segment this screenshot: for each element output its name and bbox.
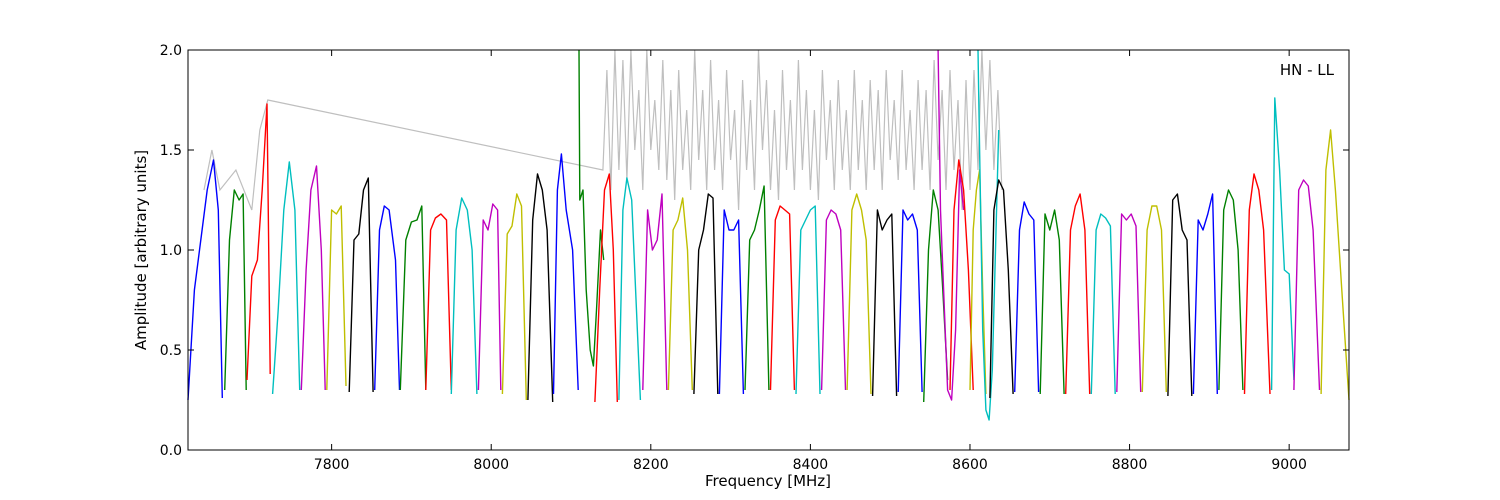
series-line-31 bbox=[937, 49, 965, 401]
series-line-10 bbox=[425, 213, 452, 391]
x-tick-label: 8600 bbox=[952, 457, 988, 473]
y-tick-label: 2.0 bbox=[160, 43, 182, 59]
series-line-48 bbox=[1320, 129, 1350, 401]
series-line-33 bbox=[969, 169, 987, 395]
series-line-23 bbox=[744, 185, 770, 391]
series-line-4 bbox=[271, 161, 301, 395]
background-series-layer bbox=[203, 49, 1003, 211]
series-line-5 bbox=[300, 165, 326, 391]
x-tick-label: 8000 bbox=[473, 457, 509, 473]
y-tick-label: 1.0 bbox=[160, 243, 182, 259]
series-line-7 bbox=[348, 177, 374, 393]
y-tick-label: 1.5 bbox=[160, 143, 182, 159]
series-line-21 bbox=[693, 193, 719, 395]
x-tick-label: 9000 bbox=[1271, 457, 1307, 473]
series-line-27 bbox=[846, 193, 872, 395]
series-line-12 bbox=[477, 203, 502, 391]
series-layer bbox=[187, 49, 1350, 421]
x-tick-label: 7800 bbox=[314, 457, 350, 473]
series-line-32 bbox=[949, 159, 974, 391]
series-line-39 bbox=[1090, 213, 1116, 395]
series-line-34 bbox=[977, 49, 1000, 421]
x-tick-label: 8400 bbox=[793, 457, 829, 473]
y-tick-label: 0.5 bbox=[160, 343, 182, 359]
series-line-14 bbox=[527, 173, 554, 403]
x-axis-ticks: 7800 8000 8200 8400 8600 8800 9000 bbox=[314, 50, 1307, 473]
series-line-17 bbox=[594, 173, 618, 403]
series-line-15 bbox=[552, 153, 579, 395]
series-line-44 bbox=[1218, 189, 1244, 391]
series-line-2 bbox=[224, 189, 247, 391]
series-line-19 bbox=[642, 193, 668, 391]
series-line-3 bbox=[246, 103, 271, 381]
series-line-26 bbox=[820, 209, 847, 391]
series-line-41 bbox=[1141, 205, 1167, 393]
series-line-18 bbox=[618, 177, 642, 401]
series-line-8 bbox=[374, 205, 401, 391]
series-line-42 bbox=[1167, 193, 1193, 397]
series-line-43 bbox=[1192, 193, 1218, 395]
corner-annotation: HN - LL bbox=[1280, 61, 1335, 79]
series-line-16 bbox=[578, 49, 605, 367]
series-line-13 bbox=[501, 193, 527, 401]
series-line-22 bbox=[718, 209, 745, 395]
x-tick-label: 8200 bbox=[633, 457, 669, 473]
y-axis-title: Amplitude [arbitrary units] bbox=[132, 150, 150, 350]
series-line-24 bbox=[769, 205, 796, 391]
series-line-29 bbox=[897, 209, 923, 393]
x-axis-title: Frequency [MHz] bbox=[705, 472, 831, 490]
series-line-47 bbox=[1293, 179, 1321, 391]
series-line-28 bbox=[871, 209, 898, 397]
series-line-38 bbox=[1065, 193, 1091, 395]
series-line-20 bbox=[667, 197, 693, 391]
y-axis-ticks: 0.0 0.5 1.0 1.5 2.0 bbox=[160, 43, 1349, 459]
series-line-25 bbox=[795, 205, 821, 395]
x-tick-label: 8800 bbox=[1112, 457, 1148, 473]
series-line-6 bbox=[326, 205, 347, 391]
series-line-37 bbox=[1039, 209, 1065, 395]
series-line-45 bbox=[1243, 173, 1271, 395]
y-tick-label: 0.0 bbox=[160, 443, 182, 459]
series-line-46 bbox=[1270, 97, 1295, 391]
series-line-11 bbox=[450, 197, 478, 395]
background-series-line bbox=[203, 49, 1003, 211]
series-line-40 bbox=[1116, 213, 1142, 393]
series-line-9 bbox=[399, 205, 427, 391]
series-line-1 bbox=[187, 159, 223, 401]
series-line-35 bbox=[989, 179, 1014, 399]
series-line-36 bbox=[1014, 201, 1040, 393]
